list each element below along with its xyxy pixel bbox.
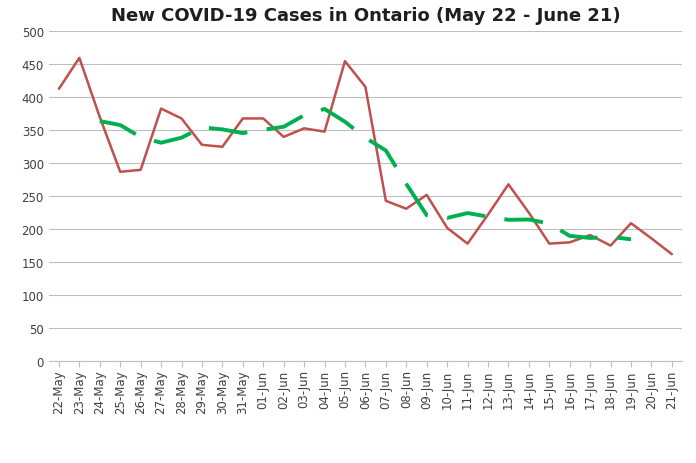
Title: New COVID-19 Cases in Ontario (May 22 - June 21): New COVID-19 Cases in Ontario (May 22 - … bbox=[111, 7, 620, 25]
